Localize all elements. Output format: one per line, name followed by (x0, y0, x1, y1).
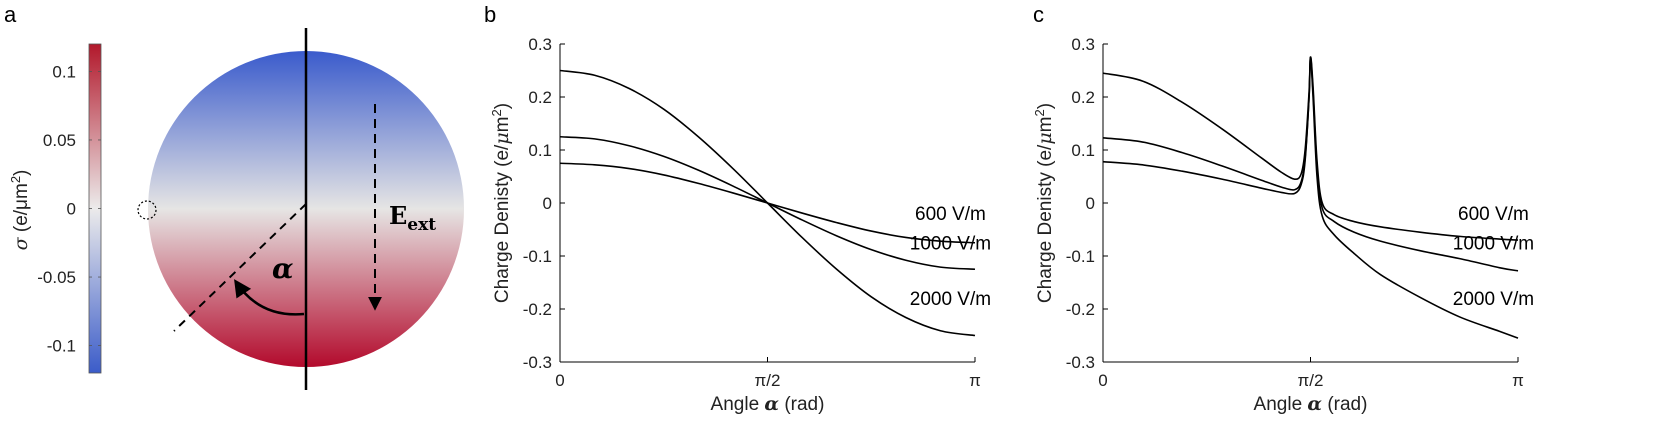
colorbar-tick-label: -0.05 (37, 268, 76, 287)
y-tick-label: 0.1 (528, 141, 552, 160)
alpha-label: α (272, 252, 294, 285)
y-tick-label: 0 (543, 194, 552, 213)
y-tick-label: 0.2 (1071, 88, 1095, 107)
sphere-diagram: α Eext (137, 28, 464, 390)
panel-letter-b: b (484, 2, 496, 27)
x-tick-label: π (1512, 371, 1524, 390)
x-tick-label: π/2 (1298, 371, 1324, 390)
colorbar-tick-label: 0.1 (52, 62, 76, 81)
colorbar: 0.1 0.05 0 -0.05 -0.1 σ (e/μm2) (8, 43, 102, 374)
colorbar-tick-label: 0.05 (43, 131, 76, 150)
x-axis-label: Angle α (rad) (1254, 393, 1368, 415)
y-tick-label: 0.3 (528, 35, 552, 54)
y-tick-label: -0.2 (523, 300, 552, 319)
colorbar-label: σ (e/μm2) (8, 170, 33, 251)
y-tick-label: 0.1 (1071, 141, 1095, 160)
y-tick-label: -0.3 (523, 353, 552, 372)
y-tick-label: -0.3 (1066, 353, 1095, 372)
y-tick-label: 0.3 (1071, 35, 1095, 54)
panel-letter-c: c (1033, 2, 1044, 27)
y-tick-label: -0.1 (523, 247, 552, 266)
y-tick-label: 0.2 (528, 88, 552, 107)
series-label: 2000 V/m (1453, 289, 1534, 310)
x-tick-label: 0 (555, 371, 564, 390)
series-label: 2000 V/m (910, 289, 991, 310)
panel-letter-a: a (4, 2, 17, 27)
y-tick-label: -0.2 (1066, 300, 1095, 319)
x-tick-label: π/2 (755, 371, 781, 390)
series-line (1102, 56, 1519, 339)
dotted-marker-circle (137, 200, 157, 220)
series-label: 1000 V/m (1453, 233, 1534, 254)
angle-ray-line (173, 203, 307, 332)
y-axis-label: Charge Denisty (e/μm2) (1032, 103, 1057, 303)
panel-a: a 0.1 0.05 0 -0.05 -0.1 σ (e/μm2) α Eext (4, 2, 464, 390)
colorbar-tick-label: -0.1 (47, 337, 76, 356)
x-tick-label: π (969, 371, 981, 390)
series-label: 600 V/m (915, 204, 986, 225)
y-axis-label: Charge Denisty (e/μm2) (489, 103, 514, 303)
x-tick-label: 0 (1098, 371, 1107, 390)
series-label: 600 V/m (1458, 204, 1529, 225)
series-label: 1000 V/m (910, 233, 991, 254)
series-line (1102, 56, 1519, 241)
y-tick-label: 0 (1086, 194, 1095, 213)
x-axis-label: Angle α (rad) (711, 393, 825, 415)
colorbar-ticks: 0.1 0.05 0 -0.05 -0.1 (37, 62, 101, 356)
series-line (559, 69, 976, 337)
field-label: Eext (389, 201, 436, 235)
y-tick-label: -0.1 (1066, 247, 1095, 266)
colorbar-tick-label: 0 (67, 200, 76, 219)
angle-arc-arrow (234, 279, 305, 316)
